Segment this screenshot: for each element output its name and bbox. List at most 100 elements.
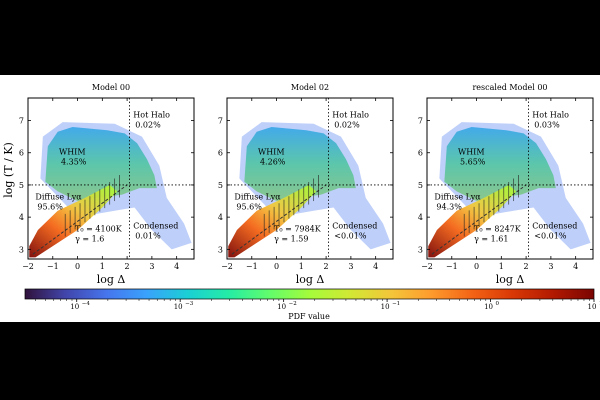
region-fraction: 0.02% bbox=[334, 120, 360, 129]
x-tick-label: −2 bbox=[421, 262, 433, 271]
x-tick-label: 0 bbox=[75, 262, 80, 271]
x-tick-label: 1 bbox=[499, 262, 504, 271]
y-tick-label: 5 bbox=[418, 181, 423, 190]
region-fraction: 95.6% bbox=[236, 202, 262, 211]
fit-t0: T₀ = 8247K bbox=[474, 225, 522, 234]
fit-t0: T₀ = 7984K bbox=[274, 225, 322, 234]
y-tick-label: 6 bbox=[218, 149, 223, 158]
region-fraction: <0.01% bbox=[534, 231, 567, 240]
colorbar-bar bbox=[24, 288, 595, 300]
y-tick-label: 5 bbox=[218, 181, 223, 190]
x-tick-label: 2 bbox=[125, 262, 130, 271]
colorbar-label: PDF value bbox=[288, 312, 330, 321]
y-tick-label: 4 bbox=[418, 213, 423, 222]
x-tick-label: 1 bbox=[299, 262, 304, 271]
panel-title: Model 00 bbox=[92, 83, 130, 92]
fit-gamma: γ = 1.59 bbox=[274, 235, 308, 244]
colorbar-tick-exponent: 0 bbox=[496, 301, 500, 307]
y-tick-label: 4 bbox=[19, 213, 24, 222]
outer-halo bbox=[239, 122, 391, 250]
region-fraction: 0.02% bbox=[135, 120, 161, 129]
x-axis-label: log Δ bbox=[97, 273, 126, 286]
heatmap-area bbox=[428, 122, 591, 258]
outer-halo bbox=[40, 122, 192, 250]
region-name: WHIM bbox=[258, 147, 285, 156]
x-tick-label: 2 bbox=[324, 262, 329, 271]
colorbar-tick-exponent: −4 bbox=[82, 301, 91, 307]
y-tick-label: 3 bbox=[418, 245, 423, 254]
x-tick-label: 0 bbox=[274, 262, 279, 271]
colorbar-tick-exponent: −1 bbox=[392, 301, 400, 307]
colorbar: 10−410−310−210−1100101 PDF value bbox=[24, 288, 600, 321]
region-fraction: 5.65% bbox=[460, 157, 486, 166]
region-name: Hot Halo bbox=[532, 110, 569, 119]
colorbar-tick-label: 10 bbox=[588, 303, 597, 311]
region-name: Condensed bbox=[532, 221, 577, 230]
x-tick-label: 4 bbox=[373, 262, 378, 271]
region-fraction: 0.03% bbox=[534, 120, 560, 129]
fit-t0: T₀ = 4100K bbox=[75, 225, 123, 234]
axes-frame bbox=[27, 97, 195, 260]
lya-band bbox=[228, 184, 317, 258]
region-name: Diffuse Lyα bbox=[434, 192, 481, 201]
figure-svg: log (T / K) Model 00 −2 −1 0 1 2 3 4 3 4 5 6 7 log Δ H… bbox=[2, 83, 600, 321]
region-name: Diffuse Lyα bbox=[35, 192, 82, 201]
colorbar-tick-label: 10 bbox=[70, 303, 79, 311]
fit-line bbox=[32, 184, 128, 255]
y-tick-label: 6 bbox=[19, 149, 24, 158]
x-tick-label: −1 bbox=[446, 262, 458, 271]
x-tick-label: −1 bbox=[47, 262, 59, 271]
x-tick-label: 4 bbox=[573, 262, 578, 271]
region-name: WHIM bbox=[458, 147, 485, 156]
x-tick-label: 3 bbox=[548, 262, 553, 271]
panel-2: rescaled Model 00 −2 −1 0 1 2 3 4 3 4 5 6 7 log Δ Hot … bbox=[418, 83, 594, 286]
panel-title: rescaled Model 00 bbox=[472, 83, 547, 92]
colorbar-tick-label: 10 bbox=[381, 303, 390, 311]
colorbar-tick-exponent: −2 bbox=[289, 301, 297, 307]
lya-band bbox=[29, 184, 118, 258]
y-tick-label: 7 bbox=[218, 117, 223, 126]
region-fraction: 4.26% bbox=[260, 157, 286, 166]
whim-cloud bbox=[244, 126, 356, 202]
region-fraction: 4.35% bbox=[61, 157, 87, 166]
y-tick-label: 3 bbox=[19, 245, 24, 254]
panel-0: Model 00 −2 −1 0 1 2 3 4 3 4 5 6 7 log Δ Hot Halo0.02%… bbox=[19, 83, 195, 286]
whim-cloud bbox=[444, 126, 556, 202]
colorbar-tick-label: 10 bbox=[277, 303, 286, 311]
outer-halo bbox=[439, 122, 591, 250]
y-tick-label: 4 bbox=[218, 213, 223, 222]
x-tick-label: 0 bbox=[474, 262, 479, 271]
region-fraction: 0.01% bbox=[135, 231, 161, 240]
heatmap-area bbox=[228, 122, 391, 258]
region-name: WHIM bbox=[59, 147, 86, 156]
y-tick-label: 3 bbox=[218, 245, 223, 254]
panel-1: Model 02 −2 −1 0 1 2 3 4 3 4 5 6 7 log Δ Hot Halo0.02%… bbox=[218, 83, 394, 286]
region-fraction: 94.3% bbox=[436, 202, 462, 211]
region-name: Diffuse Lyα bbox=[234, 192, 281, 201]
region-fraction: <0.01% bbox=[334, 231, 367, 240]
region-name: Condensed bbox=[332, 221, 377, 230]
x-tick-label: −1 bbox=[246, 262, 258, 271]
axes-frame bbox=[426, 97, 594, 260]
whim-cloud bbox=[45, 126, 157, 202]
region-fraction: 95.6% bbox=[37, 202, 63, 211]
x-tick-label: 4 bbox=[174, 262, 179, 271]
panel-title: Model 02 bbox=[291, 83, 329, 92]
fit-gamma: γ = 1.61 bbox=[474, 235, 508, 244]
y-tick-label: 5 bbox=[19, 181, 24, 190]
heatmap-area bbox=[29, 122, 192, 258]
x-tick-label: 2 bbox=[524, 262, 529, 271]
x-tick-label: 1 bbox=[100, 262, 105, 271]
axes-frame bbox=[226, 97, 394, 260]
x-tick-label: 3 bbox=[348, 262, 353, 271]
region-name: Hot Halo bbox=[133, 110, 170, 119]
fit-line bbox=[231, 184, 327, 255]
fit-gamma: γ = 1.6 bbox=[75, 235, 104, 244]
colorbar-tick-exponent: −3 bbox=[185, 301, 194, 307]
region-name: Condensed bbox=[133, 221, 178, 230]
y-axis-label: log (T / K) bbox=[2, 142, 15, 198]
x-tick-label: 3 bbox=[149, 262, 154, 271]
fit-line bbox=[431, 184, 527, 255]
x-tick-label: −2 bbox=[22, 262, 34, 271]
x-axis-label: log Δ bbox=[496, 273, 525, 286]
